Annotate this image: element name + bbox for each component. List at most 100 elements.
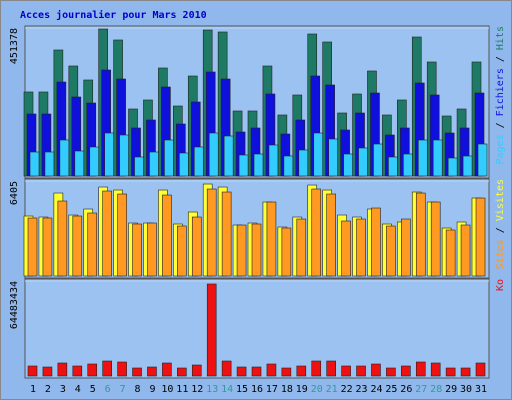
- bar: [72, 215, 83, 277]
- x-tick-label: 1: [30, 384, 36, 395]
- legend: Pages / Fichiers / Hits: [495, 26, 506, 165]
- bar: [251, 223, 262, 277]
- bar: [430, 201, 441, 277]
- bar: [281, 227, 292, 277]
- legend-entry: Ko: [495, 279, 506, 291]
- bar: [266, 201, 277, 277]
- bar: [401, 218, 411, 277]
- x-tick-label: 29: [445, 384, 457, 395]
- bar: [104, 132, 114, 177]
- bar: [134, 156, 144, 177]
- legend-separator: /: [495, 50, 506, 68]
- x-tick-label: 24: [370, 384, 382, 395]
- x-tick-label: 6: [105, 384, 111, 395]
- x-tick-label: 2: [45, 384, 51, 395]
- bar: [59, 139, 70, 177]
- bar: [445, 229, 456, 277]
- bar: [27, 365, 38, 377]
- legend-entry: Sites: [495, 239, 506, 269]
- bar: [193, 146, 204, 177]
- chart-title: Acces journalier pour Mars 2010: [20, 9, 207, 21]
- bar: [296, 218, 307, 277]
- bar: [132, 367, 142, 377]
- bar: [401, 365, 411, 377]
- bar: [162, 194, 172, 277]
- bar: [206, 283, 217, 377]
- bar: [386, 367, 396, 377]
- bar: [432, 139, 443, 177]
- x-tick-label: 3: [60, 384, 66, 395]
- bar: [253, 153, 264, 177]
- y-tick-label: 6405: [9, 181, 20, 205]
- x-tick-label: 28: [430, 384, 442, 395]
- bar: [221, 191, 232, 277]
- bar: [371, 207, 381, 277]
- x-tick-label: 8: [135, 384, 141, 395]
- bar: [403, 153, 413, 177]
- y-tick-label: 64483434: [9, 281, 20, 329]
- bar: [177, 367, 187, 377]
- bar: [326, 360, 336, 377]
- legend: Ko: [495, 279, 506, 291]
- legend-separator: /: [495, 116, 506, 134]
- bar: [430, 362, 441, 377]
- bar: [311, 188, 322, 277]
- bar: [328, 138, 338, 177]
- bar: [57, 362, 68, 377]
- x-tick-label: 9: [149, 384, 155, 395]
- x-tick-label: 14: [221, 384, 233, 395]
- x-tick-label: 20: [311, 384, 323, 395]
- bar: [356, 365, 366, 377]
- bar: [447, 157, 458, 177]
- bar: [415, 192, 426, 277]
- panel: [24, 278, 490, 379]
- x-tick-label: 13: [206, 384, 218, 395]
- x-tick-label: 18: [281, 384, 293, 395]
- bar: [343, 153, 353, 177]
- x-tick-label: 16: [251, 384, 263, 395]
- bar: [117, 193, 127, 277]
- x-tick-label: 4: [75, 384, 81, 395]
- legend-entry: Visites: [495, 179, 506, 221]
- bar: [223, 135, 234, 177]
- x-tick-label: 12: [191, 384, 203, 395]
- bar: [311, 360, 322, 377]
- bar: [179, 152, 189, 177]
- bar: [388, 156, 398, 177]
- bar: [177, 225, 187, 277]
- bar: [386, 225, 396, 277]
- bar: [208, 132, 219, 177]
- legend: Sites / Visites: [495, 179, 506, 269]
- bar: [117, 361, 127, 377]
- bar: [87, 363, 98, 377]
- bar: [44, 151, 55, 177]
- bar: [238, 154, 249, 177]
- bar: [371, 363, 381, 377]
- legend-separator: /: [495, 221, 506, 239]
- bar: [373, 143, 383, 177]
- x-tick-label: 26: [400, 384, 412, 395]
- legend-entry: Hits: [495, 26, 506, 50]
- bar: [132, 223, 142, 277]
- x-tick-label: 31: [475, 384, 487, 395]
- bar: [296, 365, 307, 377]
- x-tick-label: 25: [385, 384, 397, 395]
- bar: [266, 363, 277, 377]
- bar: [162, 362, 172, 377]
- legend-entry: Pages: [495, 134, 506, 164]
- bar: [281, 367, 292, 377]
- bar: [191, 216, 202, 277]
- bar: [42, 217, 53, 277]
- bar: [147, 222, 157, 277]
- bar: [236, 366, 247, 377]
- bar: [283, 155, 294, 177]
- bar: [298, 149, 309, 177]
- x-tick-label: 10: [161, 384, 173, 395]
- bar: [462, 155, 473, 177]
- bar: [149, 151, 159, 177]
- legend-entry: Fichiers: [495, 68, 506, 116]
- bar: [475, 362, 486, 377]
- bar: [313, 132, 324, 177]
- bar: [89, 146, 100, 177]
